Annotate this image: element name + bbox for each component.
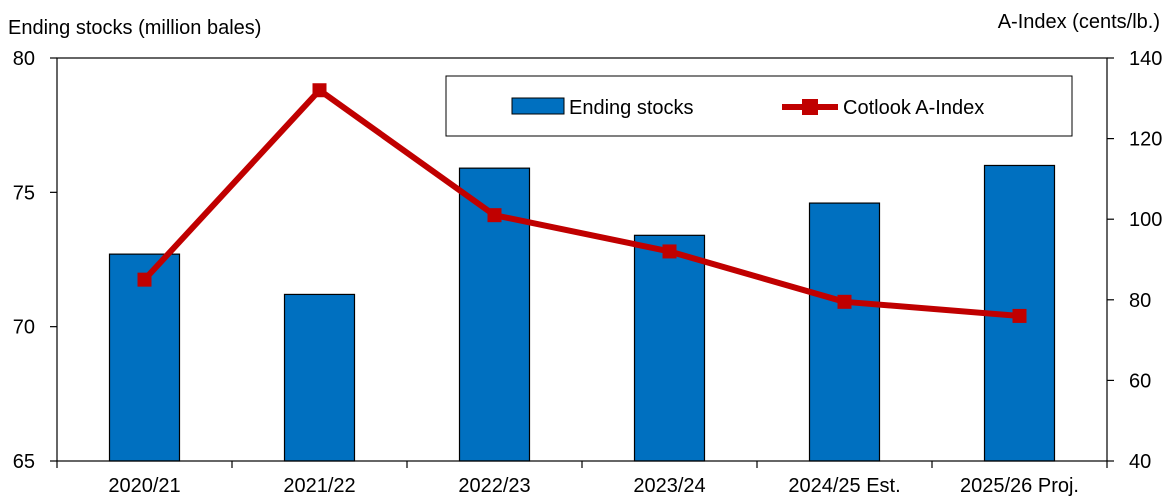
y2-tick-label-140: 140 <box>1129 48 1162 70</box>
x-tick-label-2020-21: 2020/21 <box>108 475 180 497</box>
y-tick-label-80: 80 <box>13 48 35 70</box>
legend-label-a-index: Cotlook A-Index <box>843 97 984 119</box>
line-cotlook-a-index <box>142 87 1020 319</box>
marker-cotlook-a-index-2023-24 <box>662 244 677 259</box>
y2-tick-label-100: 100 <box>1129 209 1162 231</box>
bar-2024-25-est <box>808 202 881 462</box>
y2-tick-label-80: 80 <box>1129 290 1151 312</box>
marker-cotlook-a-index-2020-21 <box>137 272 152 287</box>
plot-area: 65 70 75 80 40 60 80 100 120 140 2020/21 2021/22 202… <box>13 48 1163 497</box>
bar-2020-21 <box>108 253 181 462</box>
x-tick-label-2021-22: 2021/22 <box>283 475 355 497</box>
y-tick-label-70: 70 <box>13 317 35 339</box>
legend: Ending stocks Cotlook A-Index <box>445 75 1073 137</box>
x-tick-label-2025-26-proj: 2025/26 Proj. <box>960 475 1079 497</box>
marker-cotlook-a-index-2021-22 <box>312 83 327 98</box>
marker-cotlook-a-index-2025-26-proj <box>1012 308 1027 323</box>
bar-2021-22 <box>283 293 356 462</box>
legend-label-ending-stocks: Ending stocks <box>569 97 694 119</box>
marker-cotlook-a-index-2024-25-est <box>837 294 852 309</box>
y2-tick-label-120: 120 <box>1129 129 1162 151</box>
x-tick-label-2022-23: 2022/23 <box>458 475 530 497</box>
y-tick-label-65: 65 <box>13 451 35 473</box>
legend-marker-a-index <box>802 99 818 115</box>
y2-tick-label-40: 40 <box>1129 451 1151 473</box>
legend-swatch-ending-stocks <box>511 97 565 115</box>
bar-2023-24 <box>633 234 706 462</box>
x-tick-label-2024-25-est: 2024/25 Est. <box>788 475 900 497</box>
x-tick-label-2023-24: 2023/24 <box>633 475 705 497</box>
y2-tick-label-60: 60 <box>1129 370 1151 392</box>
marker-cotlook-a-index-2022-23 <box>487 208 502 223</box>
y2-axis-title: A-Index (cents/lb.) <box>998 11 1160 33</box>
y-tick-label-75: 75 <box>13 182 35 204</box>
y-axis-title: Ending stocks (million bales) <box>8 17 261 39</box>
